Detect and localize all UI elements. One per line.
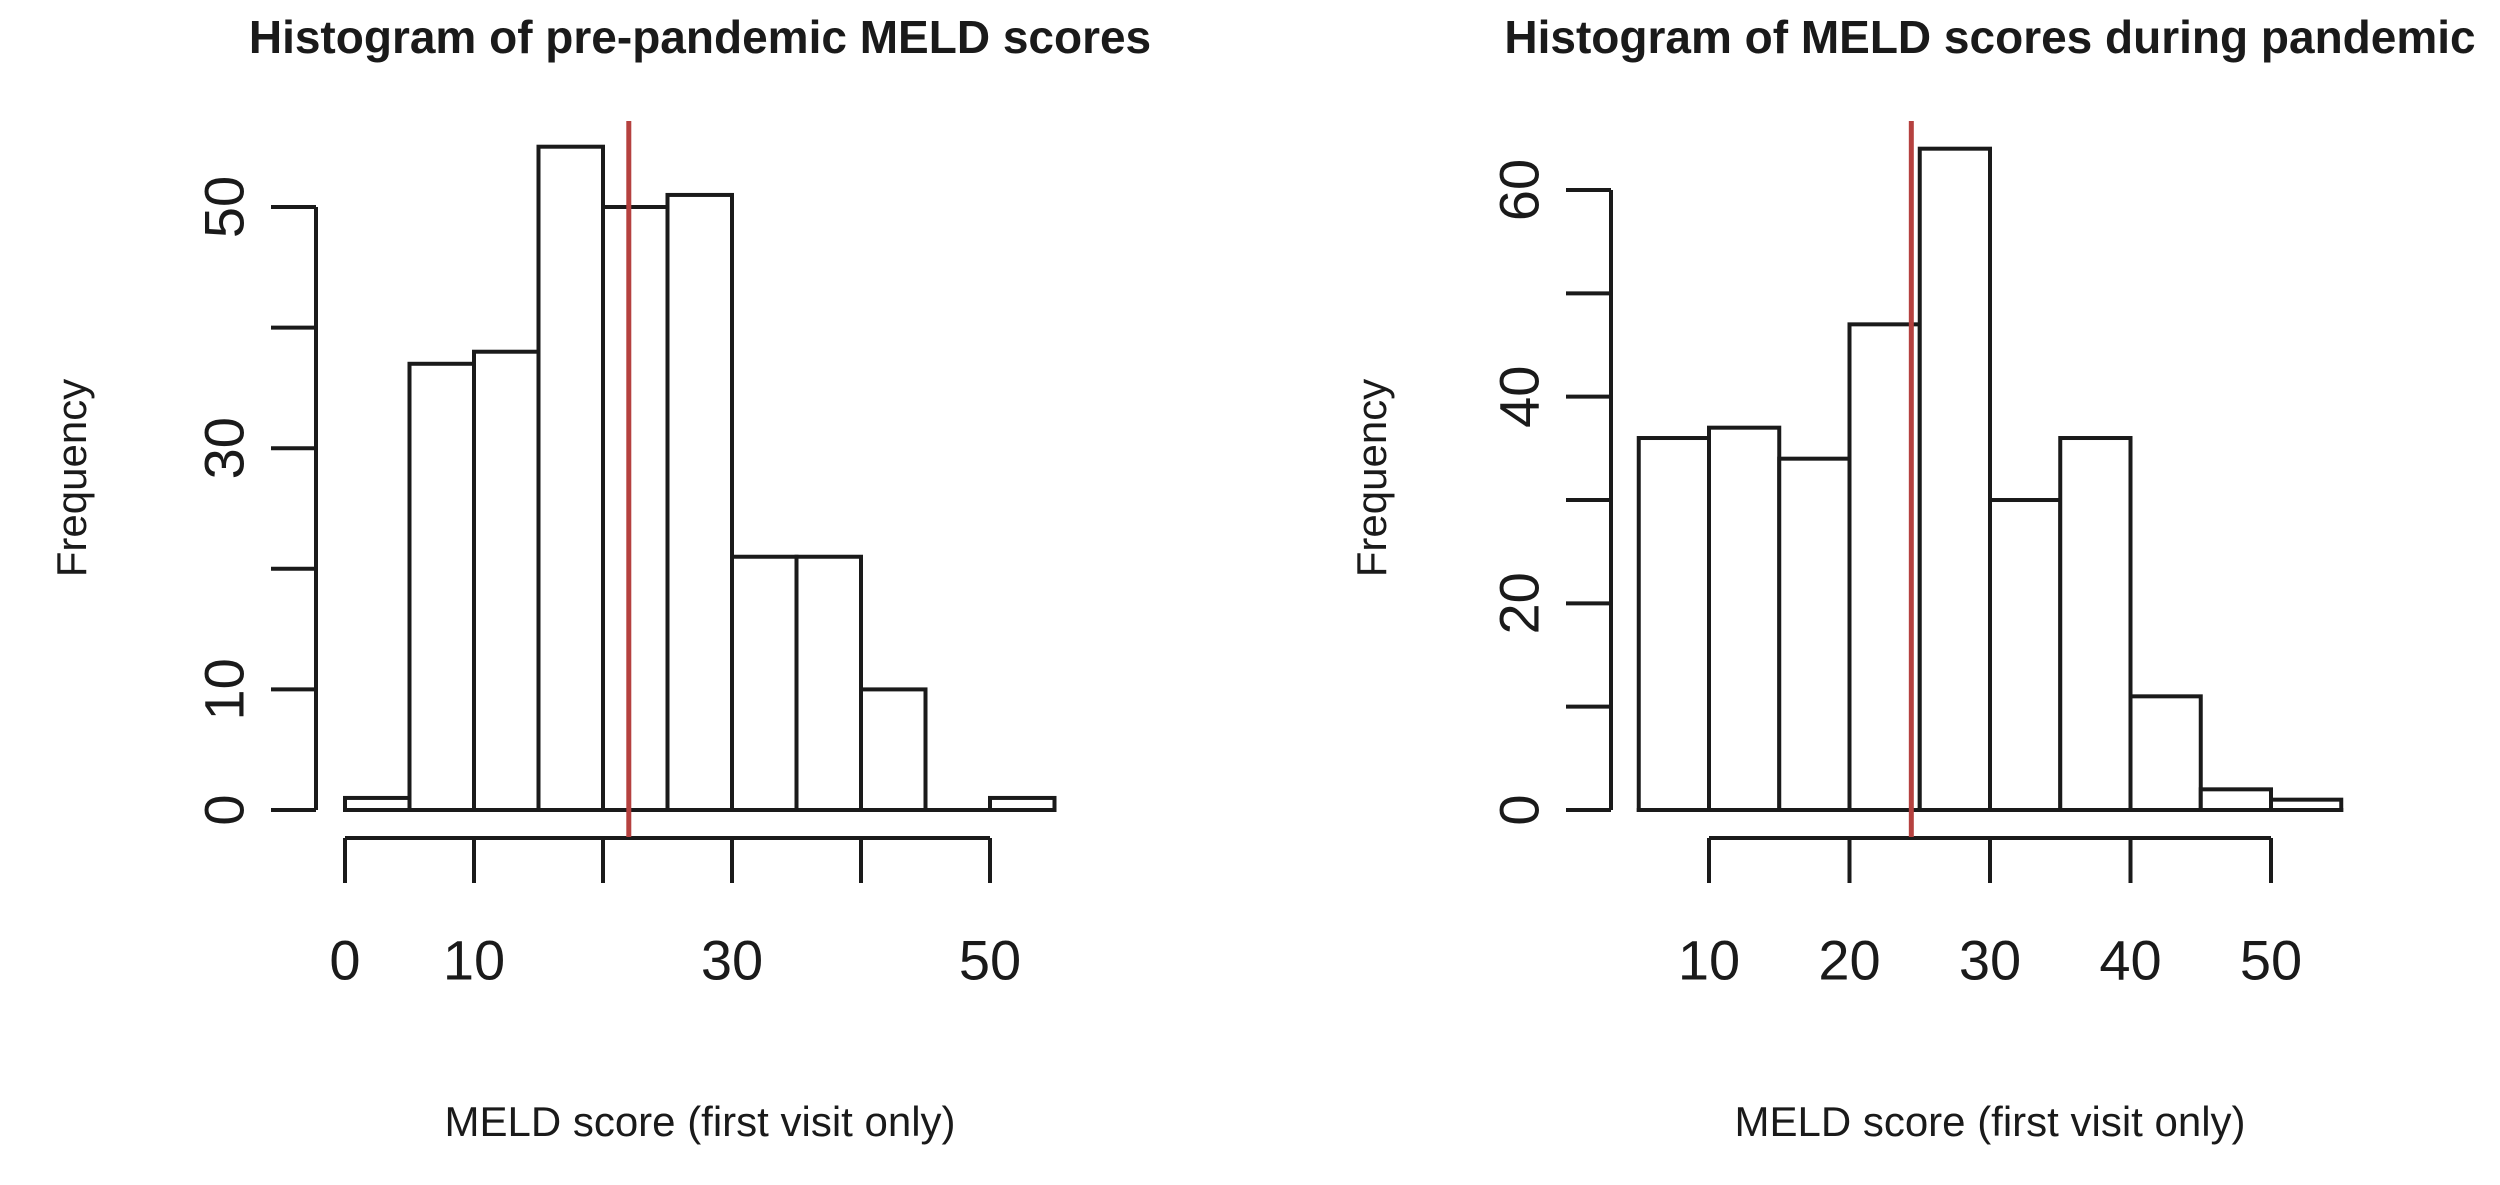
right-chart-title: Histogram of MELD scores during pandemic [1504,11,2476,63]
left-x-axis-label: MELD score (first visit only) [444,1098,956,1145]
x-tick-label: 30 [701,929,763,992]
y-tick-label: 20 [1488,572,1551,634]
y-tick-label: 50 [193,176,256,238]
y-tick-label: 0 [193,794,256,825]
histogram-bar [2198,787,2273,812]
histogram-bar [859,687,928,813]
x-tick-label: 20 [1818,929,1880,992]
histogram-bar [2058,436,2133,812]
histogram-bar [1988,498,2063,812]
histogram-bar [1777,456,1852,812]
x-tick-label: 0 [329,929,360,992]
histogram-bar [1636,436,1711,812]
x-tick-label: 10 [1678,929,1740,992]
histogram-bar [730,554,799,812]
right-x-axis-label: MELD score (first visit only) [1734,1098,2246,1145]
y-tick-label: 30 [193,417,256,479]
histogram-bar [536,144,605,812]
left-y-axis-label: Frequency [48,378,95,578]
x-tick-label: 50 [2240,929,2302,992]
histogram-bar [1917,146,1992,813]
histogram-bar [601,205,670,812]
y-tick-label: 60 [1488,159,1551,221]
x-tick-label: 50 [959,929,1021,992]
y-tick-label: 40 [1488,366,1551,428]
histogram-bar [2128,694,2203,812]
y-tick-label: 10 [193,658,256,720]
histogram-bar [407,361,476,812]
right-y-axis-label: Frequency [1348,378,1395,578]
left-chart-title: Histogram of pre-pandemic MELD scores [248,11,1152,63]
histogram-bar [794,554,863,812]
x-tick-label: 40 [2099,929,2161,992]
histogram-bar [665,192,734,812]
histogram-bar [1707,425,1782,812]
x-tick-label: 10 [443,929,505,992]
histogram-bar [472,349,541,812]
x-tick-label: 30 [1959,929,2021,992]
y-tick-label: 0 [1488,794,1551,825]
